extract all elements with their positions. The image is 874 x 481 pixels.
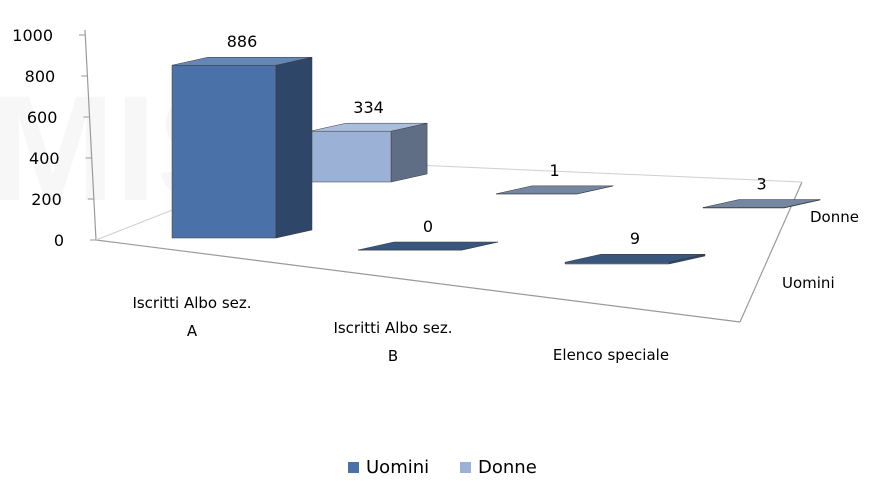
category-label-line: A: [187, 322, 198, 340]
bar-uomini-0: [171, 56, 313, 239]
category-label-2: Elenco speciale: [553, 346, 669, 364]
depth-label-uomini: Uomini: [782, 274, 835, 292]
data-label-uomini-1: 0: [423, 217, 433, 236]
legend-swatch-uomini: [348, 462, 359, 473]
legend-label-donne: Donne: [478, 457, 537, 478]
legend-swatch-donne: [460, 462, 471, 473]
bar-top-face: [171, 56, 313, 66]
bar-top-face: [495, 185, 614, 195]
category-label-line: Elenco speciale: [553, 346, 669, 364]
bar-top-face: [357, 241, 499, 251]
category-label-1: Iscritti Albo sez. B: [333, 319, 452, 365]
y-tick-label-5: 1000: [12, 26, 53, 45]
data-label-donne-1: 1: [549, 161, 559, 180]
bar-front-face: [171, 64, 277, 239]
legend: Uomini Donne: [348, 457, 537, 478]
y-axis-line: [84, 29, 97, 241]
x-axis-line: [95, 239, 741, 323]
bar-front-face: [309, 130, 392, 183]
data-label-uomini-0: 886: [227, 32, 258, 51]
bar-top-face: [702, 199, 821, 208]
bar-donne-0: [309, 122, 428, 183]
bar-donne-2: [702, 199, 821, 209]
legend-label-uomini: Uomini: [366, 457, 429, 478]
y-tick-label-2: 400: [29, 149, 60, 168]
data-label-donne-0: 334: [353, 98, 384, 117]
depth-label-donne: Donne: [810, 208, 859, 226]
category-label-0: Iscritti Albo sez. A: [132, 294, 251, 340]
bars: [171, 56, 821, 265]
category-labels: Iscritti Albo sez. A Iscritti Albo sez. B El…: [132, 294, 669, 365]
depth-labels: Donne Uomini: [782, 208, 859, 292]
y-tick-label-3: 600: [27, 108, 58, 127]
y-tick-label-1: 200: [31, 190, 62, 209]
category-label-line: Iscritti Albo sez.: [132, 294, 251, 312]
bar-uomini-1: [357, 241, 499, 251]
bar-side-face: [275, 56, 313, 239]
data-labels: 334 1 3 886 0 9: [227, 32, 767, 248]
bar-side-face: [390, 122, 428, 183]
bar-uomini-2: [564, 253, 706, 265]
y-tick-label-4: 800: [25, 67, 56, 86]
bar-donne-1: [495, 185, 614, 195]
bar-front-face: [564, 261, 670, 265]
y-tick-label-0: 0: [54, 231, 64, 250]
data-label-donne-2: 3: [756, 175, 766, 194]
category-label-line: B: [388, 347, 398, 365]
data-label-uomini-2: 9: [630, 229, 640, 248]
category-label-line: Iscritti Albo sez.: [333, 319, 452, 337]
y-axis-ticks: 0 200 400 600 800 1000: [12, 26, 96, 250]
bar-top-face: [564, 253, 706, 263]
bar-top-face: [309, 122, 428, 132]
